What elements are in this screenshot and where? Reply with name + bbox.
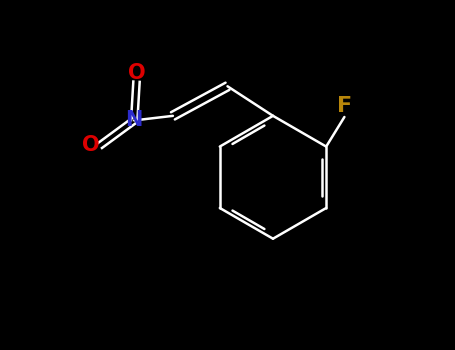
Text: F: F xyxy=(337,96,352,116)
Text: O: O xyxy=(128,63,145,83)
Text: O: O xyxy=(82,135,100,155)
Text: N: N xyxy=(126,110,143,131)
